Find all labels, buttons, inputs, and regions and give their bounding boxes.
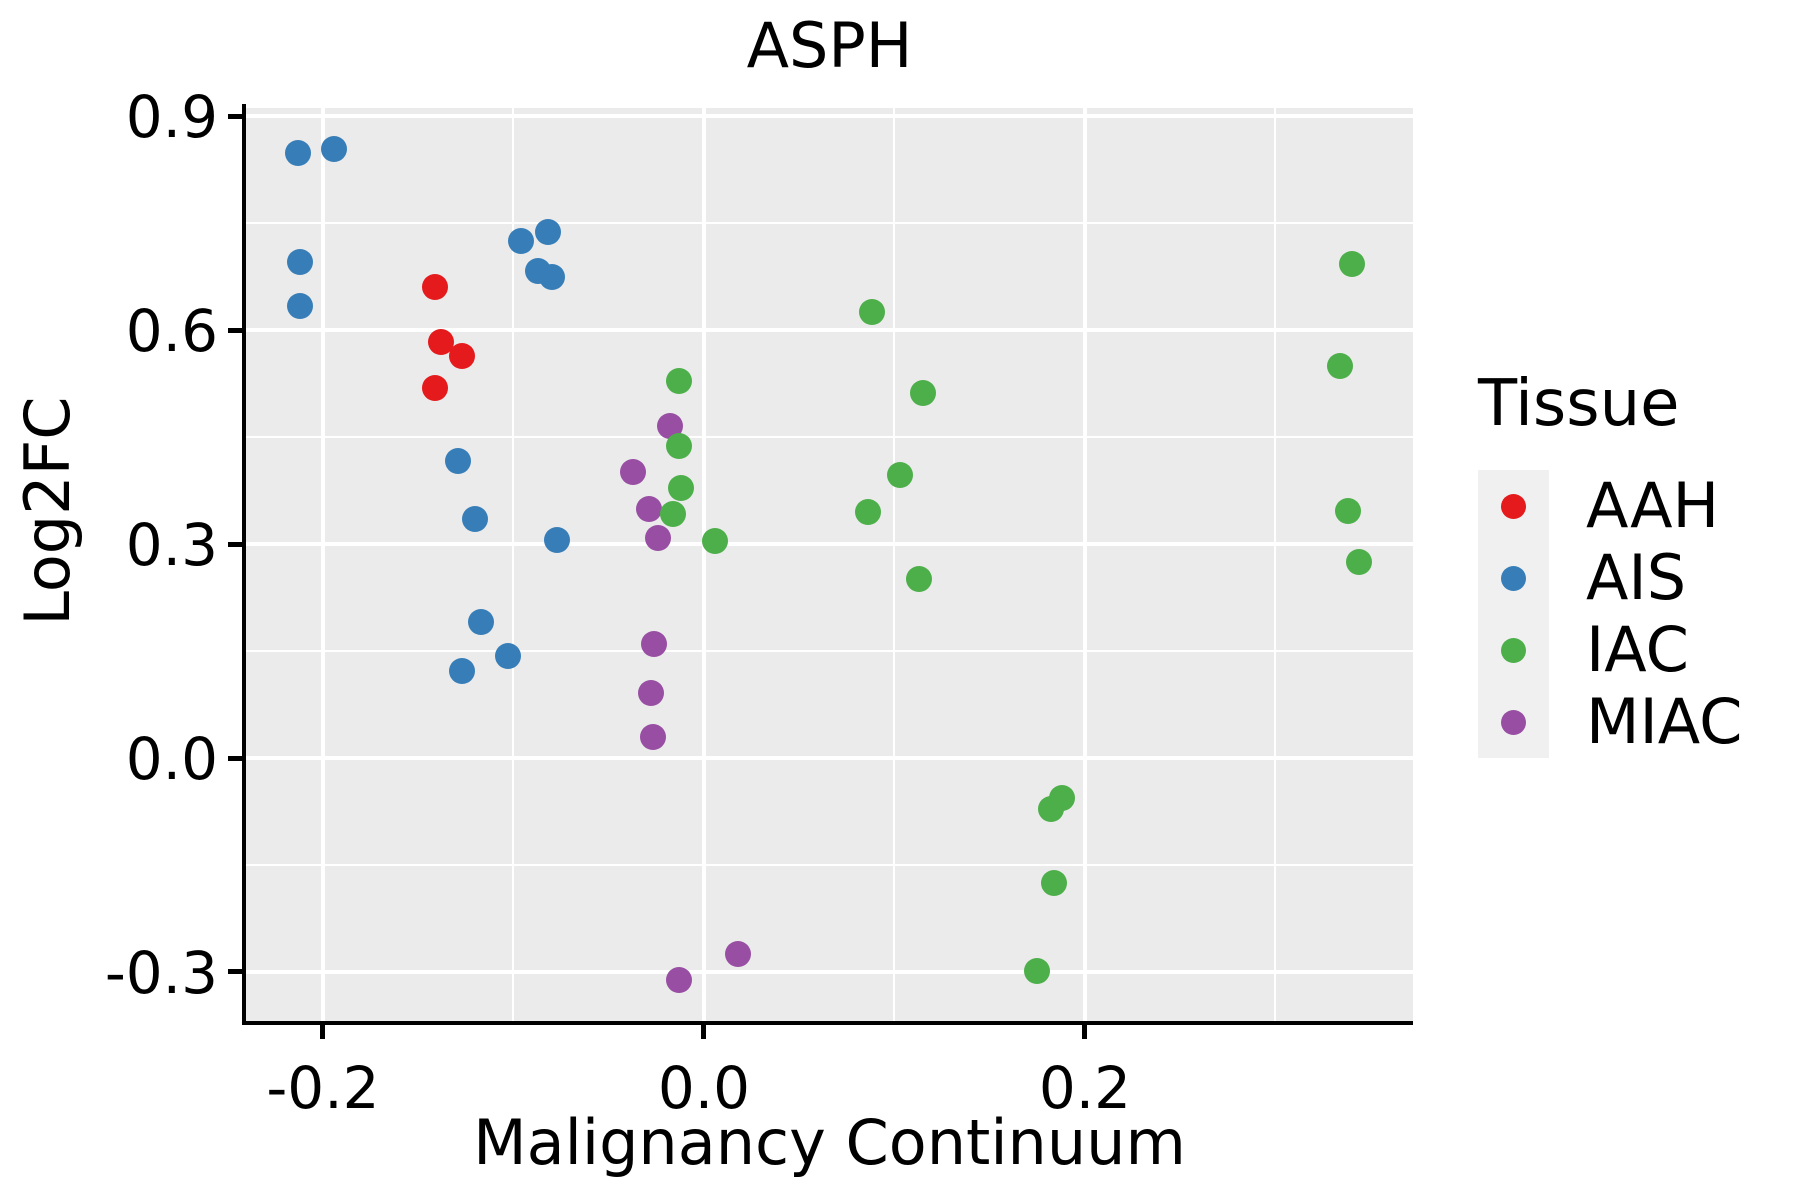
gridline-minor-vertical xyxy=(893,108,896,1021)
plot-title: ASPH xyxy=(746,9,913,82)
data-point xyxy=(544,526,571,553)
data-point xyxy=(1327,352,1354,379)
data-point xyxy=(1024,958,1051,985)
y-tick-label: 0.9 xyxy=(125,83,218,152)
data-point xyxy=(702,528,729,555)
data-point xyxy=(1049,784,1076,811)
y-tick-label: 0.6 xyxy=(125,297,218,366)
legend-entry: IAC xyxy=(1478,614,1742,686)
legend-entry: MIAC xyxy=(1478,686,1742,758)
data-point xyxy=(668,475,695,502)
legend-label: AIS xyxy=(1586,541,1687,614)
data-point xyxy=(645,525,672,552)
y-axis-line xyxy=(242,104,246,1025)
data-point xyxy=(660,501,687,528)
data-point xyxy=(321,135,348,162)
gridline-major-vertical xyxy=(321,108,325,1021)
data-point xyxy=(639,724,666,751)
data-point xyxy=(666,966,693,993)
data-point xyxy=(538,264,565,291)
y-tick-mark xyxy=(228,755,242,761)
data-point xyxy=(1346,548,1373,575)
y-tick-label: 0.0 xyxy=(125,725,218,793)
gridline-minor-horizontal xyxy=(246,864,1413,866)
data-point xyxy=(1334,498,1361,525)
legend-title: Tissue xyxy=(1478,367,1680,441)
gridline-major-vertical xyxy=(702,108,706,1021)
data-point xyxy=(854,498,881,525)
x-tick-label: 0.2 xyxy=(1038,1054,1132,1122)
data-point xyxy=(422,274,449,301)
data-point xyxy=(635,496,662,523)
data-point xyxy=(1338,250,1365,277)
y-tick-mark xyxy=(228,327,242,333)
x-tick-mark xyxy=(320,1025,326,1039)
gridline-major-horizontal xyxy=(246,756,1413,760)
data-point xyxy=(422,374,449,401)
legend-entries: AAH AIS IAC MIAC xyxy=(1478,470,1742,758)
y-tick-label: 0.3 xyxy=(125,511,218,580)
legend-dot xyxy=(1501,709,1526,735)
legend: Tissue AAH AIS IAC MIAC xyxy=(1478,372,1742,758)
data-point xyxy=(468,608,495,635)
data-point xyxy=(445,448,472,475)
x-tick-label: 0.0 xyxy=(657,1054,751,1122)
y-tick-mark xyxy=(228,541,242,547)
x-axis-title: Malignancy Continuum xyxy=(473,1106,1186,1179)
y-tick-mark xyxy=(228,969,242,975)
legend-key xyxy=(1478,470,1549,542)
gridline-minor-vertical xyxy=(512,108,515,1021)
data-point xyxy=(494,643,521,669)
data-point xyxy=(858,299,885,326)
x-tick-mark xyxy=(701,1025,707,1039)
legend-entry: AIS xyxy=(1478,542,1742,614)
legend-dot xyxy=(1501,565,1526,591)
x-axis-line xyxy=(242,1021,1413,1025)
gridline-minor-horizontal xyxy=(246,650,1413,653)
data-point xyxy=(641,630,668,657)
data-point xyxy=(287,249,314,276)
legend-key xyxy=(1478,542,1549,614)
gridline-major-vertical xyxy=(1083,108,1087,1021)
data-point xyxy=(666,433,693,460)
legend-label: IAC xyxy=(1586,613,1689,686)
gridline-major-horizontal xyxy=(246,114,1413,118)
data-point xyxy=(287,292,314,319)
data-point xyxy=(666,368,693,395)
gridline-minor-vertical xyxy=(1274,108,1277,1021)
data-point xyxy=(637,680,664,707)
gridline-minor-horizontal xyxy=(246,436,1413,439)
gridline-major-horizontal xyxy=(246,970,1413,974)
data-point xyxy=(620,458,647,485)
data-point xyxy=(534,218,561,245)
y-tick-mark xyxy=(228,113,242,119)
legend-label: AAH xyxy=(1586,469,1720,542)
data-point xyxy=(285,140,312,167)
x-tick-mark xyxy=(1082,1025,1088,1039)
legend-dot xyxy=(1501,637,1526,663)
data-point xyxy=(906,565,933,592)
data-point xyxy=(449,342,476,369)
legend-entry: AAH xyxy=(1478,470,1742,542)
x-tick-label: -0.2 xyxy=(266,1054,380,1122)
data-point xyxy=(508,227,535,254)
legend-key xyxy=(1478,614,1549,686)
data-point xyxy=(1041,869,1068,896)
data-point xyxy=(725,941,752,968)
legend-dot xyxy=(1501,493,1526,519)
legend-key xyxy=(1478,686,1549,758)
gridline-major-horizontal xyxy=(246,542,1413,546)
data-point xyxy=(887,461,914,488)
plot-panel xyxy=(246,108,1413,1021)
y-tick-label: -0.3 xyxy=(104,938,218,1007)
legend-label: MIAC xyxy=(1586,685,1743,758)
gridline-major-horizontal xyxy=(246,328,1413,332)
data-point xyxy=(462,506,489,533)
data-point xyxy=(449,657,476,684)
gridline-minor-horizontal xyxy=(246,222,1413,225)
data-point xyxy=(910,379,937,406)
